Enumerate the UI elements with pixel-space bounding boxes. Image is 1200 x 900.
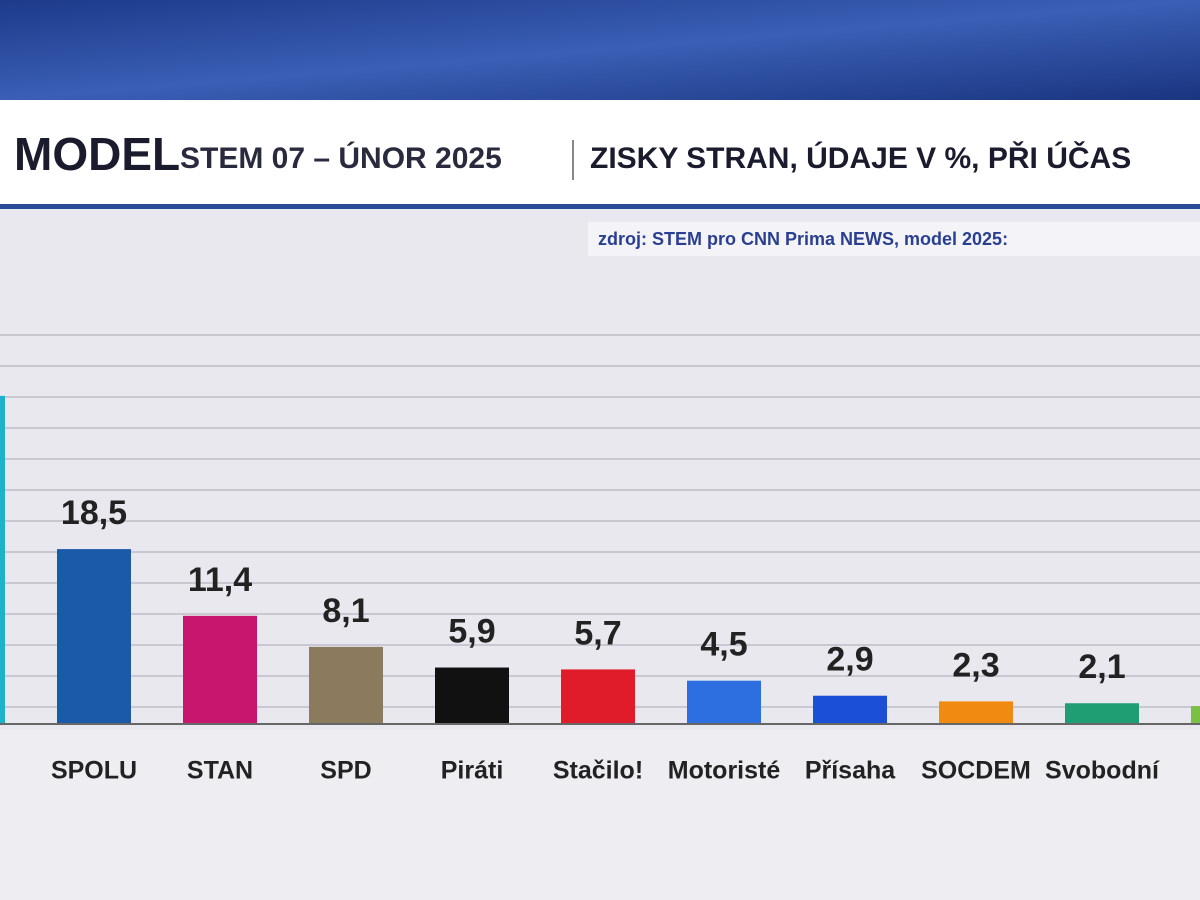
category-label: Piráti xyxy=(441,757,504,785)
category-label: SOCDEM xyxy=(921,757,1031,785)
bar xyxy=(1191,706,1200,723)
chart-title: MODEL xyxy=(14,128,180,180)
bar xyxy=(813,695,887,723)
value-label: 5,9 xyxy=(448,613,495,651)
value-label: 18,5 xyxy=(61,494,127,532)
value-label: 8,1 xyxy=(322,592,369,630)
title-bar-border xyxy=(0,204,1200,209)
value-label: 11,4 xyxy=(188,561,252,599)
value-label: 2,3 xyxy=(952,646,999,684)
bar xyxy=(183,615,257,723)
category-label: Svobodní xyxy=(1045,757,1160,785)
bar xyxy=(0,395,5,723)
footer-background xyxy=(0,730,1200,900)
category-label: STAN xyxy=(187,757,253,785)
value-label: 5,7 xyxy=(574,614,621,652)
category-label: Motoristé xyxy=(668,757,781,785)
title-bar xyxy=(0,100,1200,206)
category-label: Přísaha xyxy=(805,757,896,785)
bar xyxy=(939,701,1013,723)
value-label: 4,5 xyxy=(700,626,747,664)
chart-subtitle: STEM 07 – ÚNOR 2025 xyxy=(180,141,502,175)
header-background xyxy=(0,0,1200,100)
chart-description: ZISKY STRAN, ÚDAJE V %, PŘI ÚČAS xyxy=(590,141,1131,175)
bar xyxy=(561,669,635,723)
bar xyxy=(309,646,383,723)
value-label: 2,1 xyxy=(1078,648,1125,686)
bar xyxy=(687,680,761,723)
category-label: SPOLU xyxy=(51,757,137,785)
category-label: SPD xyxy=(320,757,371,785)
bar xyxy=(435,667,509,723)
grid xyxy=(0,334,1200,708)
bar xyxy=(57,549,131,723)
source: zdroj: STEM pro CNN Prima NEWS, model 20… xyxy=(598,229,1008,249)
value-label: 2,9 xyxy=(826,641,873,679)
source-box xyxy=(588,222,1200,256)
bar xyxy=(1065,703,1139,723)
category-label: Stačilo! xyxy=(553,757,643,785)
